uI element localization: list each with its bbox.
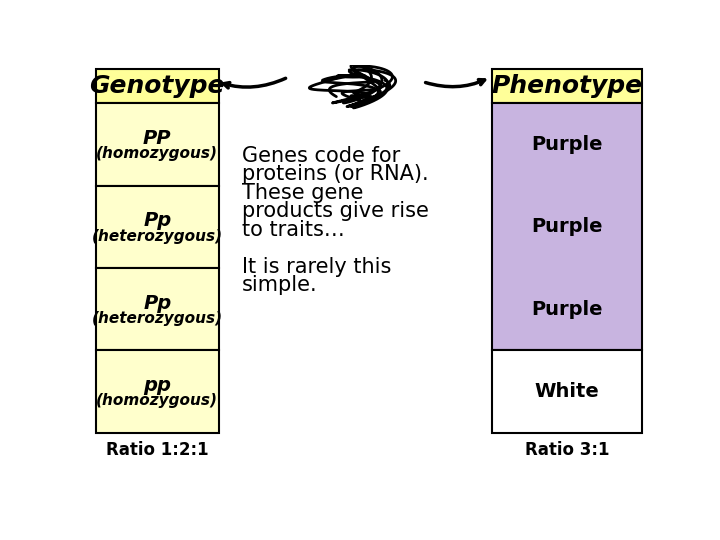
Text: (homozygous): (homozygous) <box>96 146 218 161</box>
Text: Ratio 1:2:1: Ratio 1:2:1 <box>106 441 209 459</box>
Bar <box>492 103 642 350</box>
Text: to traits…: to traits… <box>242 220 345 240</box>
Text: Genes code for: Genes code for <box>242 146 400 166</box>
Text: (homozygous): (homozygous) <box>96 394 218 408</box>
Text: Phenotype: Phenotype <box>492 74 643 98</box>
Text: Purple: Purple <box>531 300 603 319</box>
Text: Genotype: Genotype <box>89 74 225 98</box>
Text: (heterozygous): (heterozygous) <box>91 228 222 244</box>
Text: (heterozygous): (heterozygous) <box>91 311 222 326</box>
Text: products give rise: products give rise <box>242 201 429 221</box>
Bar <box>96 268 219 350</box>
Text: simple.: simple. <box>242 275 318 295</box>
Bar <box>96 186 219 268</box>
Text: Purple: Purple <box>531 218 603 237</box>
Text: It is rarely this: It is rarely this <box>242 256 392 276</box>
Text: Pp: Pp <box>143 294 171 313</box>
Text: Pp: Pp <box>143 211 171 230</box>
Text: pp: pp <box>143 376 171 395</box>
Text: proteins (or RNA).: proteins (or RNA). <box>242 164 428 184</box>
Bar <box>492 69 642 103</box>
Text: These gene: These gene <box>242 183 364 202</box>
Bar <box>492 350 642 433</box>
Text: Purple: Purple <box>531 135 603 154</box>
Text: Ratio 3:1: Ratio 3:1 <box>525 441 610 459</box>
Bar <box>96 69 219 103</box>
Bar <box>96 350 219 433</box>
Text: PP: PP <box>143 129 171 148</box>
Bar <box>96 103 219 186</box>
Text: White: White <box>535 382 600 401</box>
